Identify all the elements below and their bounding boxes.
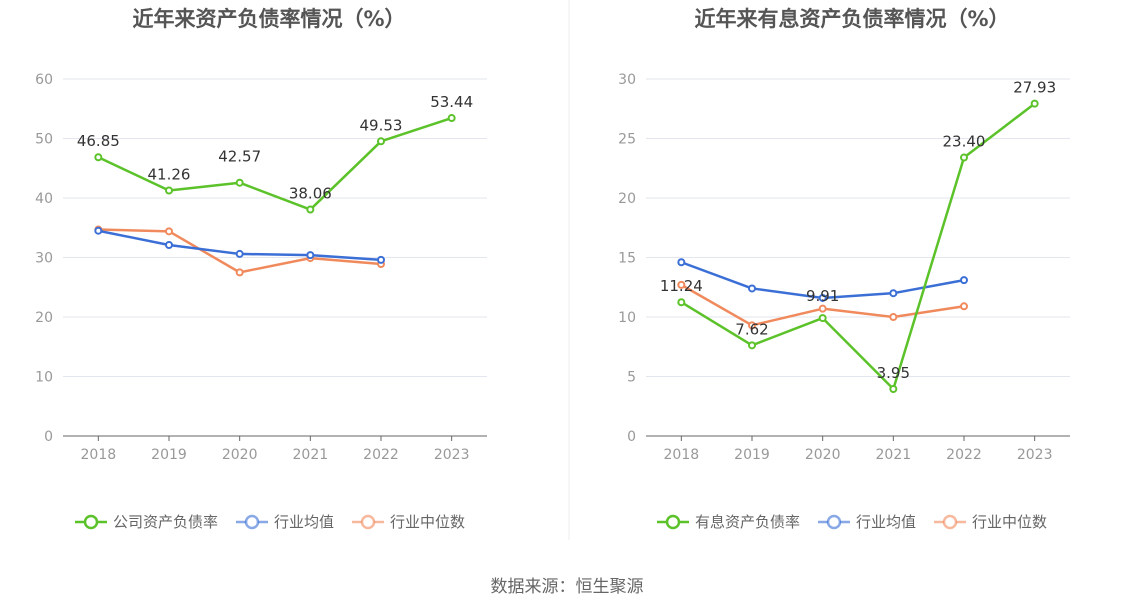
data-point xyxy=(818,293,827,302)
x-tick-label: 2021 xyxy=(293,447,329,463)
data-point xyxy=(818,314,827,323)
data-label: 7.62 xyxy=(735,320,768,338)
data-label: 27.93 xyxy=(1013,79,1056,97)
data-point xyxy=(748,321,756,330)
data-point xyxy=(748,284,756,293)
legend-marker xyxy=(942,514,958,530)
legend-item: 有息资产负债率 xyxy=(657,513,800,531)
legend-label: 行业中位数 xyxy=(972,513,1047,531)
x-tick-label: 2022 xyxy=(363,447,399,463)
legend-label: 行业均值 xyxy=(856,513,916,531)
data-point xyxy=(677,280,686,289)
x-tick-label: 2020 xyxy=(222,447,258,463)
y-tick-label: 0 xyxy=(627,429,636,445)
x-tick-label: 2022 xyxy=(946,447,982,463)
chart-1: 近年来资产负债率情况（%） 0 10 20 30 40 50 60 2018 2019 2020 20… xyxy=(35,7,487,531)
data-point xyxy=(165,186,173,195)
chart-title: 近年来资产负债率情况（%） xyxy=(132,7,405,31)
data-label: 41.26 xyxy=(148,166,191,184)
legend-marker xyxy=(665,514,681,530)
data-point xyxy=(306,251,315,260)
data-point xyxy=(960,153,968,162)
data-label: 23.40 xyxy=(943,133,986,151)
data-point xyxy=(677,298,686,307)
data-point xyxy=(960,302,968,311)
legend-marker xyxy=(360,514,376,530)
y-tick-label: 10 xyxy=(35,370,53,386)
series-line xyxy=(680,102,1036,391)
x-tick-label: 2018 xyxy=(81,447,117,463)
data-label: 53.44 xyxy=(430,93,473,111)
x-tick-label: 2019 xyxy=(734,447,770,463)
legend-marker xyxy=(83,514,99,530)
y-tick-label: 60 xyxy=(35,72,53,88)
data-point xyxy=(1030,99,1039,108)
data-point xyxy=(306,205,315,214)
legend-label: 行业中位数 xyxy=(390,513,465,531)
legend-item: 行业中位数 xyxy=(352,513,465,531)
data-label: 49.53 xyxy=(360,116,403,134)
data-point xyxy=(447,114,456,123)
y-tick-label: 30 xyxy=(35,251,53,267)
y-tick-label: 15 xyxy=(618,251,636,267)
data-point xyxy=(235,268,244,277)
y-tick-label: 25 xyxy=(618,132,636,148)
y-tick-label: 40 xyxy=(35,191,53,207)
data-point xyxy=(94,153,103,162)
legend-item: 行业均值 xyxy=(818,513,916,531)
data-label: 38.06 xyxy=(289,185,332,203)
data-label: 3.95 xyxy=(877,364,910,382)
source-note: 数据来源：恒生聚源 xyxy=(490,577,644,597)
data-point xyxy=(889,384,898,393)
x-tick-label: 2020 xyxy=(805,447,841,463)
data-point xyxy=(889,289,898,298)
data-point xyxy=(94,226,103,235)
data-point xyxy=(889,313,898,321)
x-tick-label: 2023 xyxy=(1017,447,1053,463)
data-point xyxy=(748,341,756,350)
x-tick-label: 2018 xyxy=(664,447,700,463)
data-point xyxy=(377,137,385,146)
data-point xyxy=(677,258,686,267)
data-point xyxy=(235,178,244,187)
data-point xyxy=(960,276,968,285)
data-point xyxy=(165,227,173,236)
legend-label: 有息资产负债率 xyxy=(695,513,800,531)
data-point xyxy=(165,241,173,250)
legend-label: 行业均值 xyxy=(274,513,334,531)
y-tick-label: 10 xyxy=(618,310,636,326)
chart-2: 近年来有息资产负债率情况（%） 0 5 10 15 20 25 30 2018 2019 2020 2… xyxy=(618,7,1070,531)
legend-marker xyxy=(244,514,260,530)
x-tick-label: 2021 xyxy=(876,447,912,463)
y-tick-label: 5 xyxy=(627,370,636,386)
data-label: 11.24 xyxy=(660,277,703,295)
data-label: 9.91 xyxy=(806,287,839,305)
data-point xyxy=(818,304,827,313)
data-point xyxy=(377,255,385,264)
data-label: 42.57 xyxy=(218,148,261,166)
legend-marker xyxy=(826,514,842,530)
y-tick-label: 50 xyxy=(35,132,53,148)
legend-item: 行业中位数 xyxy=(934,513,1047,531)
data-point xyxy=(235,249,244,258)
y-tick-label: 30 xyxy=(618,72,636,88)
x-tick-label: 2023 xyxy=(434,447,470,463)
series-line xyxy=(97,116,453,211)
legend-item: 行业均值 xyxy=(236,513,334,531)
chart-title: 近年来有息资产负债率情况（%） xyxy=(694,7,1009,31)
y-tick-label: 0 xyxy=(44,429,53,445)
data-label: 46.85 xyxy=(77,132,120,150)
x-tick-label: 2019 xyxy=(151,447,187,463)
legend-label: 公司资产负债率 xyxy=(113,513,218,531)
legend-item: 公司资产负债率 xyxy=(75,513,218,531)
y-tick-label: 20 xyxy=(618,191,636,207)
y-tick-label: 20 xyxy=(35,310,53,326)
